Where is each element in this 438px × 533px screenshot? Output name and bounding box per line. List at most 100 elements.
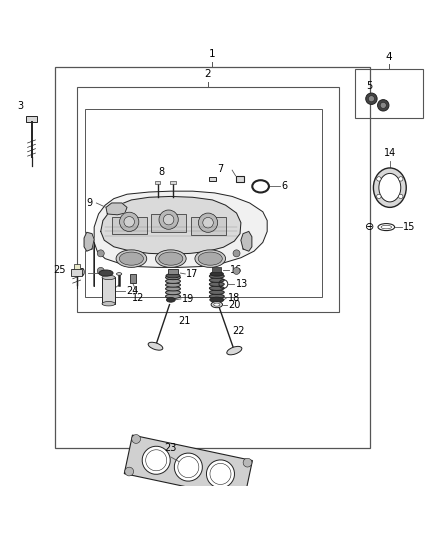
Ellipse shape <box>209 286 224 290</box>
Circle shape <box>233 268 240 274</box>
Text: 16: 16 <box>230 264 242 274</box>
Text: 6: 6 <box>282 181 288 191</box>
Text: 20: 20 <box>228 300 240 310</box>
Ellipse shape <box>166 287 180 291</box>
Circle shape <box>97 268 104 274</box>
Ellipse shape <box>381 225 392 229</box>
Ellipse shape <box>99 270 113 276</box>
Text: 22: 22 <box>232 326 245 336</box>
Ellipse shape <box>119 252 143 265</box>
Text: 7: 7 <box>217 164 223 174</box>
Text: 9: 9 <box>87 198 93 208</box>
Circle shape <box>399 177 403 181</box>
Bar <box>355 69 423 118</box>
Circle shape <box>159 210 178 229</box>
Circle shape <box>366 93 377 104</box>
Ellipse shape <box>117 273 122 275</box>
Text: 2: 2 <box>205 69 212 79</box>
Text: 19: 19 <box>182 294 194 304</box>
Circle shape <box>236 491 245 499</box>
Circle shape <box>233 250 240 257</box>
Circle shape <box>203 217 213 228</box>
Ellipse shape <box>198 252 222 265</box>
Circle shape <box>132 434 141 443</box>
Ellipse shape <box>116 250 147 268</box>
Polygon shape <box>241 231 252 251</box>
Ellipse shape <box>195 250 226 268</box>
Ellipse shape <box>155 250 186 268</box>
Ellipse shape <box>211 302 223 308</box>
Ellipse shape <box>166 275 180 280</box>
Ellipse shape <box>102 275 115 280</box>
Bar <box>112 216 147 234</box>
Circle shape <box>378 100 389 111</box>
Text: 18: 18 <box>228 293 240 303</box>
Ellipse shape <box>166 290 180 295</box>
Text: 15: 15 <box>403 222 415 232</box>
Ellipse shape <box>148 342 163 350</box>
Text: 21: 21 <box>178 316 191 326</box>
Ellipse shape <box>166 283 180 287</box>
Bar <box>71 269 82 276</box>
Ellipse shape <box>166 294 180 298</box>
Circle shape <box>142 446 170 474</box>
Bar <box>26 116 37 122</box>
Circle shape <box>210 463 231 484</box>
Text: ⊖: ⊖ <box>365 222 374 232</box>
Bar <box>74 264 80 269</box>
Polygon shape <box>101 197 241 254</box>
Bar <box>85 109 322 297</box>
Bar <box>77 87 339 312</box>
Text: 24: 24 <box>126 286 138 296</box>
Circle shape <box>198 213 218 232</box>
Circle shape <box>377 177 381 181</box>
Bar <box>170 181 176 184</box>
Circle shape <box>377 194 381 199</box>
Ellipse shape <box>166 297 175 302</box>
Ellipse shape <box>209 274 224 278</box>
Ellipse shape <box>102 302 115 306</box>
Ellipse shape <box>227 346 242 355</box>
Circle shape <box>163 214 174 225</box>
Ellipse shape <box>209 294 224 298</box>
Text: 12: 12 <box>132 293 144 303</box>
Ellipse shape <box>214 303 220 306</box>
Ellipse shape <box>209 290 224 294</box>
Ellipse shape <box>209 278 224 282</box>
Text: 17: 17 <box>186 269 198 279</box>
Text: 14: 14 <box>384 148 396 158</box>
Bar <box>209 177 216 181</box>
Circle shape <box>243 458 252 467</box>
Bar <box>151 214 186 232</box>
Bar <box>130 273 136 283</box>
Ellipse shape <box>210 272 223 276</box>
Circle shape <box>146 450 167 471</box>
Text: 1: 1 <box>209 50 216 59</box>
Circle shape <box>120 212 139 231</box>
Ellipse shape <box>210 297 224 302</box>
Circle shape <box>399 194 403 199</box>
Ellipse shape <box>166 279 180 284</box>
Text: 8: 8 <box>158 167 164 177</box>
Ellipse shape <box>373 168 406 207</box>
Polygon shape <box>106 203 127 215</box>
Bar <box>168 269 178 274</box>
Text: 11: 11 <box>101 293 113 303</box>
Circle shape <box>174 453 202 481</box>
Text: 23: 23 <box>165 442 177 453</box>
Circle shape <box>125 467 134 476</box>
Circle shape <box>368 96 374 102</box>
Bar <box>102 278 115 304</box>
Bar <box>212 266 221 272</box>
Ellipse shape <box>209 282 224 286</box>
Circle shape <box>178 457 199 478</box>
Circle shape <box>124 216 134 227</box>
Text: 3: 3 <box>18 101 24 111</box>
Text: 13: 13 <box>236 279 248 289</box>
Ellipse shape <box>379 173 401 202</box>
Bar <box>124 435 252 499</box>
Circle shape <box>380 102 386 108</box>
Text: 5: 5 <box>366 82 372 91</box>
Bar <box>55 67 370 448</box>
Ellipse shape <box>166 273 180 278</box>
